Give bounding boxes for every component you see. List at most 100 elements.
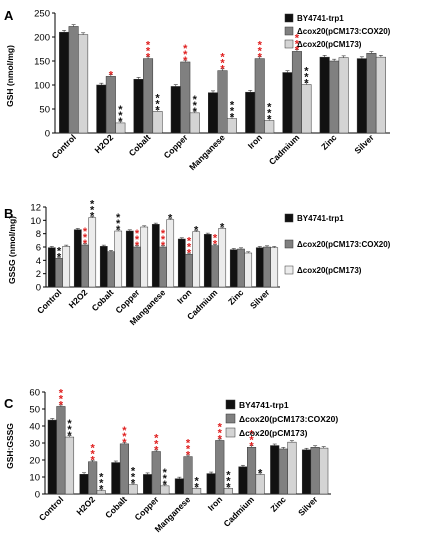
bar-zinc-series-1: [270, 445, 280, 495]
bar-control-series-3: [62, 246, 71, 288]
significance-stars: ***: [304, 66, 309, 90]
y-tick-label: 8: [36, 229, 41, 240]
bar-iron-series-1: [206, 473, 216, 495]
significance-stars: ***: [220, 52, 225, 76]
x-tick-label: Copper: [133, 494, 162, 523]
significance-stars: ***: [295, 32, 300, 56]
x-tick-label: Iron: [206, 494, 224, 512]
bar-control-series-3: [78, 34, 89, 134]
y-tick-label: 60: [29, 388, 40, 399]
significance-stars: **: [213, 233, 218, 251]
y-tick-label: 10: [30, 216, 41, 227]
x-tick-label: Iron: [175, 287, 193, 305]
bar-iron-series-1: [245, 91, 256, 134]
legend-label: Δcox20(pCM173): [239, 428, 308, 438]
significance-stars: *: [220, 221, 225, 233]
significance-stars: ***: [67, 418, 72, 442]
legend-label: BY4741-trp1: [297, 14, 344, 23]
bar-control-series-1: [59, 31, 70, 134]
bar-h2o2-series-2: [81, 244, 89, 288]
panel-letter: B: [4, 206, 13, 221]
significance-stars: ***: [187, 235, 192, 259]
bar-manganese-series-2: [183, 456, 193, 495]
bar-cadmium-series-2: [247, 447, 257, 495]
x-tick-label: Manganese: [187, 132, 227, 172]
significance-stars: ***: [131, 466, 136, 490]
bar-silver-series-2: [263, 246, 271, 288]
x-tick-label: Silver: [296, 494, 320, 518]
bar-zinc-series-1: [319, 56, 330, 134]
bar-cobalt-series-1: [133, 78, 144, 134]
bar-cadmium-series-1: [282, 72, 293, 134]
legend-swatch: [284, 239, 294, 249]
significance-stars: ***: [193, 94, 198, 118]
y-axis-title: GSSG (nmol/mg): [7, 216, 17, 284]
y-tick-label: 12: [30, 203, 41, 214]
bar-cadmium-series-3: [301, 84, 312, 134]
bar-zinc-series-2: [237, 248, 245, 288]
bar-control-series-2: [56, 406, 66, 495]
bar-iron-series-2: [215, 440, 225, 495]
bar-zinc-series-2: [278, 448, 288, 495]
significance-stars: ***: [122, 425, 127, 449]
y-tick-label: 200: [34, 33, 50, 44]
bar-cobalt-series-2: [107, 251, 115, 288]
bar-copper-series-2: [180, 61, 191, 134]
x-tick-label: H2O2: [92, 132, 115, 155]
significance-stars: *: [194, 225, 199, 237]
bar-control-series-3: [64, 436, 75, 495]
bar-copper-series-1: [125, 230, 134, 288]
y-tick-label: 0: [35, 490, 40, 501]
bar-cadmium-series-1: [203, 234, 212, 288]
x-tick-label: Iron: [246, 132, 264, 150]
bar-h2o2-series-2: [105, 76, 116, 134]
significance-stars: ***: [230, 100, 235, 124]
legend-swatch: [284, 213, 294, 223]
significance-stars: ***: [258, 40, 263, 64]
legend-label: Δcox20(pCM173:COX20): [239, 414, 338, 424]
bar-cadmium-series-2: [291, 51, 302, 134]
legend-label: Δcox20(pCM173:COX20): [297, 27, 391, 36]
significance-stars: ***: [90, 199, 95, 223]
y-tick-label: 30: [29, 439, 40, 450]
bar-copper-series-2: [151, 451, 161, 495]
y-tick-label: 0: [36, 283, 41, 294]
legend-swatch: [284, 13, 294, 23]
legend-swatch: [284, 265, 294, 275]
bar-iron-series-2: [254, 58, 265, 134]
y-tick-label: 6: [36, 243, 41, 254]
y-axis-title: GSH (nmol/mg): [5, 45, 15, 107]
bar-cadmium-series-1: [238, 466, 248, 495]
significance-stars: ***: [83, 226, 88, 250]
significance-stars: ***: [163, 467, 168, 491]
bar-cobalt-series-2: [119, 443, 129, 495]
significance-stars: ***: [135, 228, 140, 252]
bar-cobalt-series-1: [99, 246, 108, 288]
x-tick-label: Cobalt: [90, 287, 116, 313]
bar-cobalt-series-3: [114, 230, 123, 288]
significance-stars: ***: [118, 104, 123, 128]
significance-stars: ***: [267, 102, 272, 126]
significance-stars: ***: [226, 469, 231, 493]
bar-h2o2-series-3: [88, 217, 97, 288]
panel-letter: A: [4, 8, 14, 23]
bar-h2o2-series-1: [96, 84, 107, 134]
x-tick-label: Zinc: [226, 287, 246, 307]
y-tick-label: 50: [39, 105, 50, 116]
y-tick-label: 4: [36, 256, 41, 267]
x-tick-label: Control: [50, 132, 78, 160]
bar-silver-series-3: [375, 56, 386, 134]
significance-stars: ***: [186, 438, 191, 462]
significance-stars: ***: [161, 228, 166, 252]
bar-silver-series-2: [366, 53, 377, 134]
bar-copper-series-1: [143, 474, 153, 495]
panel-letter: C: [4, 396, 14, 411]
bar-zinc-series-3: [244, 252, 253, 288]
bar-silver-series-1: [301, 449, 312, 495]
x-tick-label: H2O2: [74, 494, 97, 517]
y-axis-title: GSH:GSSG: [5, 423, 15, 469]
x-tick-label: Cadmium: [267, 132, 302, 167]
x-tick-label: Silver: [248, 287, 272, 311]
